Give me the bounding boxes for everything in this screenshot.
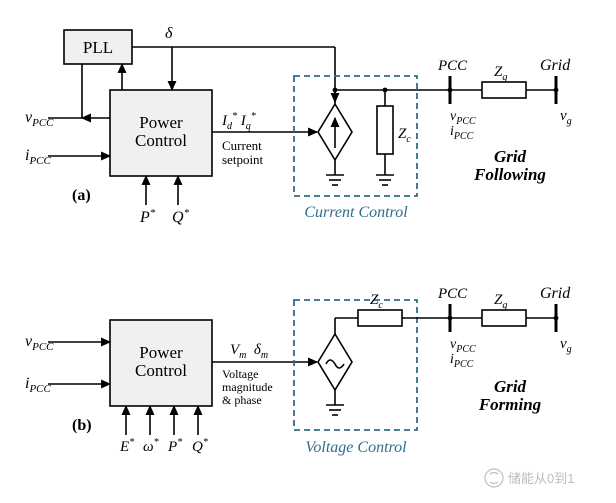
vpcc-ter-b: vPCC	[450, 337, 476, 355]
part-b: PowerControl vPCC iPCC E* ω* P* Q* (b) V…	[25, 285, 572, 456]
Q-b: Q*	[192, 437, 208, 455]
PCC-b: PCC	[437, 286, 468, 302]
Zg-b-label: Zg	[494, 292, 507, 311]
node	[554, 88, 559, 93]
Zg-a	[482, 82, 526, 98]
node	[383, 88, 388, 93]
IdIq: Id* Iq*	[221, 111, 256, 132]
voltage-source	[318, 334, 352, 390]
ground-b	[326, 405, 344, 415]
vg-b: vg	[560, 336, 572, 355]
Grid-b: Grid	[540, 285, 571, 302]
current-source	[318, 104, 352, 160]
vpcc-b: vPCC	[25, 333, 54, 353]
svg-text:储能从0到1: 储能从0到1	[508, 471, 574, 486]
Vm-dm: Vm δm	[230, 342, 268, 361]
ipcc-b: iPCC	[25, 375, 52, 395]
power-control-b-label: PowerControl	[135, 343, 187, 380]
vpcc-ter-a: vPCC	[450, 109, 476, 127]
PCC-a: PCC	[437, 58, 468, 74]
Q-a: Q*	[172, 207, 190, 226]
diagram-root: PLL PowerControl δ vPCC iPCC P* Q* (a) I…	[0, 0, 616, 503]
a-label: (a)	[72, 187, 91, 204]
P-b: P*	[167, 437, 182, 455]
grid-forming-label: GridForming	[478, 377, 542, 414]
grid-following-label: GridFollowing	[473, 147, 546, 184]
current-control-label: Current Control	[304, 204, 408, 221]
vpcc-a: vPCC	[25, 109, 54, 129]
P-a: P*	[139, 207, 156, 226]
pll-label: PLL	[83, 38, 113, 57]
Zc-a-label: Zc	[398, 126, 411, 145]
watermark: 储能从0到1	[485, 469, 574, 487]
Zc-a	[377, 106, 393, 154]
vg-a: vg	[560, 108, 572, 127]
delta-label: δ	[165, 25, 173, 42]
node	[333, 88, 338, 93]
b-label: (b)	[72, 417, 92, 434]
Zg-b	[482, 310, 526, 326]
E-b: E*	[119, 437, 134, 455]
node	[554, 316, 559, 321]
Zg-a-label: Zg	[494, 64, 507, 83]
voltage-mag-phase: Voltagemagnitude& phase	[222, 367, 273, 407]
cur-setpoint: Currentsetpoint	[222, 138, 264, 167]
ipcc-a: iPCC	[25, 147, 52, 167]
power-control-a-label: PowerControl	[135, 113, 187, 150]
voltage-control-label: Voltage Control	[305, 439, 407, 456]
Grid-a: Grid	[540, 57, 571, 74]
ground-a2	[376, 175, 394, 185]
ground-a1	[326, 175, 344, 185]
Zc-b-label: Zc	[370, 292, 383, 311]
w-b: ω*	[143, 437, 159, 455]
Zc-b	[358, 310, 402, 326]
part-a: PLL PowerControl δ vPCC iPCC P* Q* (a) I…	[25, 25, 572, 226]
